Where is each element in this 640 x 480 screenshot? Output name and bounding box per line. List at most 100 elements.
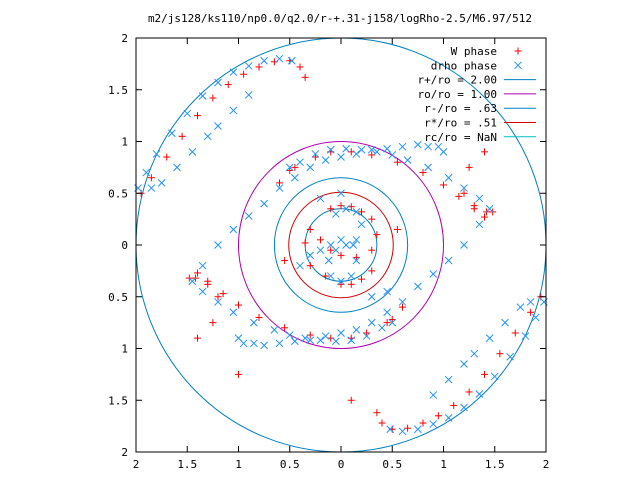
point-s1-35 [444,256,453,265]
point-s1-91 [388,318,397,327]
point-s1-9 [260,56,268,65]
point-s1-97-d2 [301,334,309,343]
point-s1-4 [183,109,192,118]
point-s1-111 [324,256,333,265]
point-s0-80 [347,280,355,288]
point-s0-37 [465,388,473,396]
point-s1-73 [434,142,443,151]
point-s1-12-d2 [147,184,156,192]
point-s1-62-d2 [398,427,407,436]
point-s1-63-d2 [386,425,395,434]
y-tick-label-1: 1.5 [108,84,128,97]
legend-marker-1 [514,61,522,70]
point-s1-38 [485,204,494,213]
point-s0-16 [311,153,319,161]
point-s0-85 [235,370,242,378]
point-s0-22 [440,181,447,189]
point-s0-34 [511,329,519,337]
point-s1-53 [531,313,540,322]
point-s1-117 [337,235,345,244]
point-s0-75 [306,225,314,233]
point-s1-55-d2 [506,352,514,361]
point-s1-108 [352,235,361,244]
point-s0-36 [481,370,488,378]
point-s0-63 [194,334,201,342]
legend-marker-1-d2 [514,61,522,70]
point-s1-37 [475,220,484,229]
point-s0-30 [465,163,473,171]
point-s1-109-d2 [342,241,350,249]
point-s1-117-d2 [337,235,345,244]
point-s1-23-d2 [260,341,268,350]
point-s0-70 [368,246,376,254]
point-s0-77 [306,262,314,270]
point-s1-100 [250,318,258,327]
point-s1-119 [316,246,325,255]
point-s0-5 [209,94,217,102]
point-s1-19-d2 [244,91,253,99]
x-tick-label-8: 2 [543,458,550,471]
point-s0-53 [255,313,263,321]
point-s1-31-d2 [383,308,391,317]
point-s1-29 [352,326,361,334]
point-s0-27 [481,213,488,221]
point-s1-86 [244,212,253,220]
point-s0-52 [281,324,289,332]
point-s1-1-d2 [142,168,151,177]
point-s1-118-d2 [326,241,335,249]
point-s1-66 [501,318,509,327]
point-s1-51 [475,194,484,203]
point-s1-59 [444,413,453,422]
point-s1-71-d2 [429,391,438,399]
point-s1-96 [316,336,325,345]
point-s1-119-d2 [316,246,325,255]
point-s1-87-d2 [229,225,238,234]
point-s1-28-d2 [337,329,345,337]
point-s1-114-d2 [347,272,356,280]
point-s1-45 [373,147,381,156]
point-s1-36 [460,241,468,249]
point-s0-73 [327,246,335,254]
point-s1-78-d2 [367,145,376,154]
point-s1-83 [291,173,299,182]
point-s0-11 [296,63,304,71]
point-s1-83-d2 [291,173,299,182]
point-s1-13-d2 [157,179,166,187]
point-s1-28 [337,329,345,337]
point-s1-31 [383,308,391,317]
point-s1-82 [306,163,315,172]
point-s1-27 [321,332,330,340]
point-s0-44 [373,409,381,417]
point-s1-48-d2 [424,163,432,172]
point-s1-66-d2 [501,318,509,327]
point-s1-25 [291,337,299,346]
point-s1-107-d2 [357,220,366,229]
point-s1-121 [296,261,304,270]
point-s0-45 [388,316,396,324]
point-s1-75 [414,140,422,149]
point-s1-6-d2 [214,78,222,87]
point-s1-58-d2 [460,403,468,412]
point-s1-96-d2 [316,336,325,345]
point-s1-99-d2 [270,326,279,334]
point-s0-69 [373,231,381,239]
point-s0-6 [224,81,232,89]
point-s1-87 [229,225,238,234]
point-s1-86-d2 [244,212,253,220]
point-s1-67-d2 [485,334,494,343]
point-s1-17-d2 [214,122,222,130]
point-s1-24-d2 [275,339,284,348]
point-s1-98 [285,331,294,339]
point-s1-79 [352,150,361,158]
point-s1-78 [367,145,376,154]
point-s1-32 [398,298,407,306]
y-tick-label-3: 0.5 [108,187,128,200]
point-s1-58 [460,403,468,412]
x-tick-label-5: 0.5 [382,458,402,471]
point-s1-16-d2 [203,132,212,141]
legend-label-0: W phase [451,45,497,58]
x-axis-ticks: 2 1.5 1 0.5 0 0.5 1 1.5 2 [133,38,550,471]
point-s0-83 [393,225,401,233]
point-s1-34 [429,270,438,278]
